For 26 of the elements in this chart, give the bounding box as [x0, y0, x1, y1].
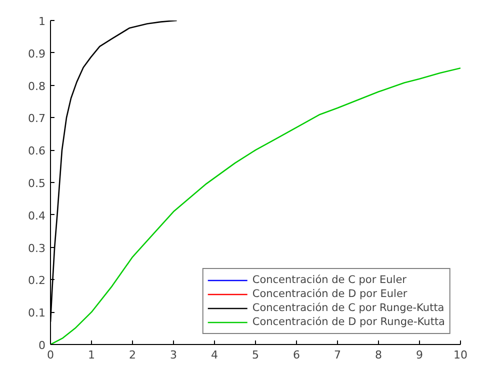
x-tick-label: 10 — [454, 348, 468, 362]
x-tick-label: 6 — [293, 348, 300, 362]
x-tick-label: 9 — [416, 348, 423, 362]
y-tick-label: 0.3 — [28, 242, 46, 255]
y-tick-label: 0.2 — [28, 274, 46, 288]
x-tick-label: 3 — [170, 348, 177, 362]
x-tick-label: 2 — [129, 348, 136, 362]
x-tick-label: 4 — [211, 348, 218, 362]
y-tick-label: 0.5 — [28, 177, 46, 190]
x-tick-label: 7 — [334, 348, 341, 362]
y-tick-label: 0.7 — [28, 112, 46, 126]
y-tick-label: 0.1 — [28, 306, 46, 320]
x-tick-label: 0 — [47, 348, 54, 362]
y-tick-label: 1 — [38, 15, 46, 28]
legend-label: Concentración de D por Runge-Kutta — [252, 315, 445, 329]
y-tick-label: 0 — [38, 339, 46, 352]
legend-label: Concentración de C por Runge-Kutta — [252, 301, 444, 315]
legend-label: Concentración de D por Euler — [252, 287, 408, 301]
y-tick-label: 0.8 — [28, 80, 46, 93]
y-tick-label: 0.9 — [28, 47, 46, 60]
y-tick-label: 0.6 — [28, 144, 46, 158]
legend-label: Concentración de C por Euler — [252, 273, 406, 287]
x-tick-label: 8 — [375, 348, 382, 362]
y-tick-label: 0.4 — [28, 209, 46, 222]
x-tick-label: 5 — [252, 348, 259, 362]
x-tick-label: 1 — [88, 348, 95, 362]
